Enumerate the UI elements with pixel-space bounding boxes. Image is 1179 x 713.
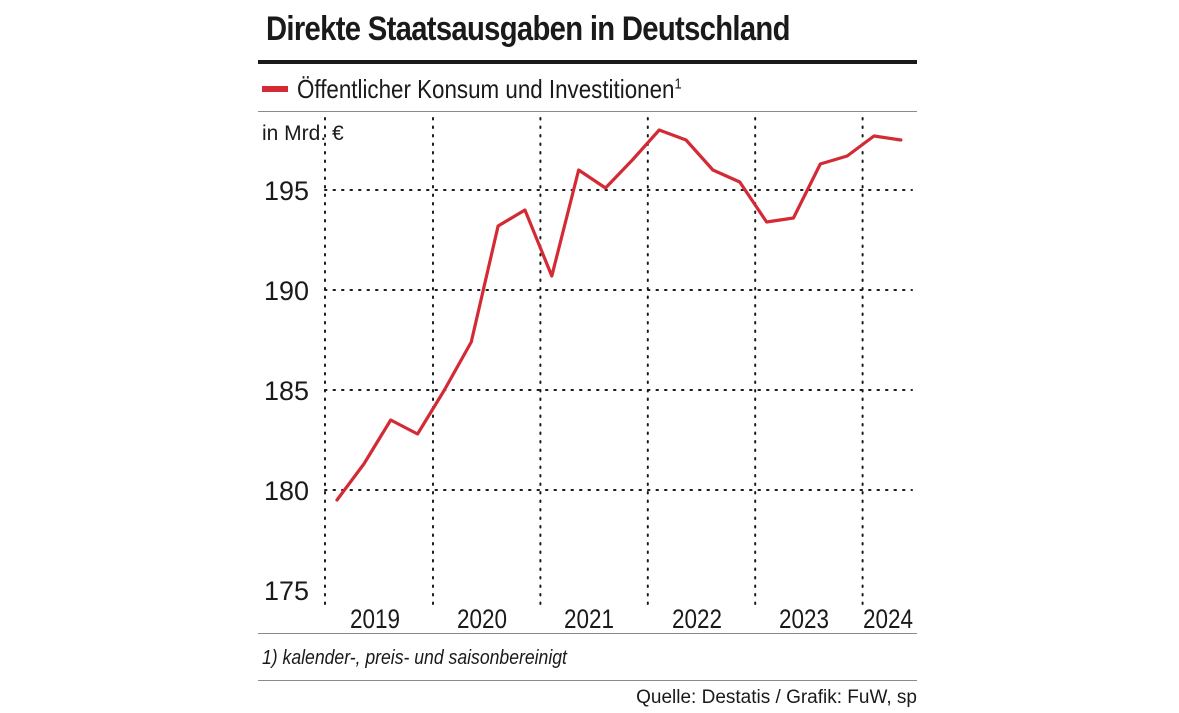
y-tick-label: 175 <box>264 576 309 606</box>
title-rule <box>258 60 917 64</box>
legend-label: Öffentlicher Konsum und Investitionen1 <box>297 73 682 104</box>
footnote: 1) kalender-, preis- und saisonbereinigt <box>262 647 567 669</box>
x-tick-label: 2021 <box>564 604 614 634</box>
chart-title: Direkte Staatsausgaben in Deutschland <box>266 10 790 48</box>
y-axis-label: in Mrd. € <box>262 122 344 145</box>
x-tick-label: 2019 <box>350 604 400 634</box>
axis-bottom-rule <box>258 633 917 634</box>
footnote-rule <box>258 680 917 681</box>
series-line <box>335 128 903 502</box>
x-tick-label: 2024 <box>863 604 913 634</box>
x-tick-label: 2023 <box>779 604 829 634</box>
y-tick-label: 195 <box>264 176 309 206</box>
legend-rule <box>258 111 917 112</box>
legend: Öffentlicher Konsum und Investitionen1 <box>262 72 744 106</box>
x-tick-label: 2022 <box>672 604 722 634</box>
y-tick-label: 190 <box>264 276 309 306</box>
y-tick-label: 180 <box>264 476 309 506</box>
x-tick-label: 2020 <box>457 604 507 634</box>
y-tick-label: 185 <box>264 376 309 406</box>
source-credit: Quelle: Destatis / Grafik: FuW, sp <box>636 687 917 708</box>
legend-swatch <box>262 86 288 92</box>
